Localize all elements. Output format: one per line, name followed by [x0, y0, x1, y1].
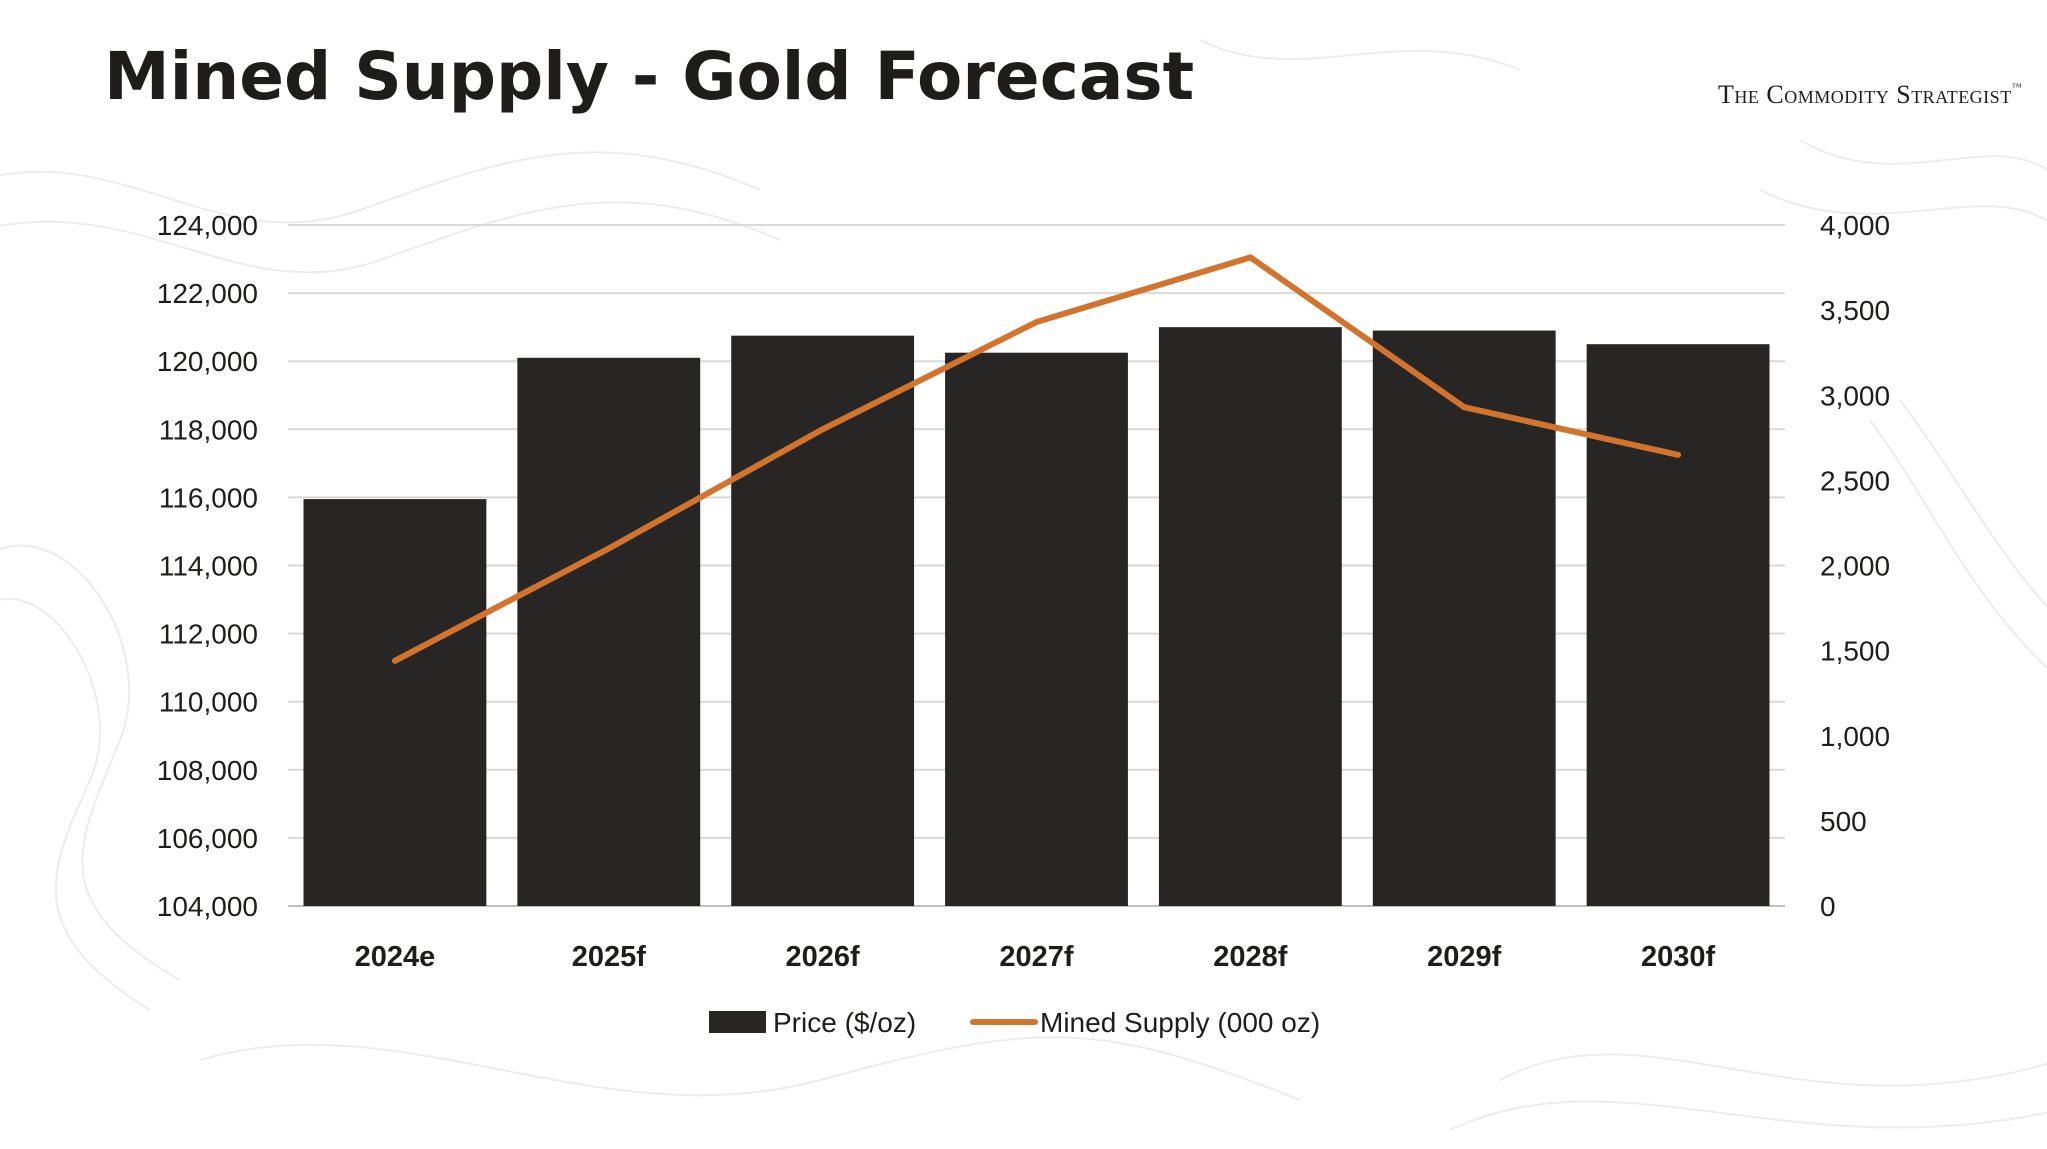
legend-label-price: Price ($/oz): [773, 1007, 916, 1038]
x-tick-label: 2027f: [999, 941, 1074, 973]
page-title: Mined Supply - Gold Forecast: [104, 38, 1195, 115]
y-left-tick-label: 120,000: [157, 346, 258, 377]
y-right-tick-label: 3,500: [1820, 295, 1890, 326]
x-tick-label: 2025f: [572, 941, 647, 973]
x-tick-label: 2026f: [786, 941, 861, 973]
y-left-tick-label: 122,000: [157, 278, 258, 309]
x-tick-label: 2024e: [355, 941, 436, 973]
legend-label-mined-supply: Mined Supply (000 oz): [1040, 1007, 1320, 1038]
y-right-tick-label: 500: [1820, 806, 1867, 837]
y-right-tick-label: 2,500: [1820, 465, 1890, 496]
bar-price-2028f: [1158, 327, 1342, 906]
y-left-tick-label: 116,000: [159, 482, 258, 513]
y-left-tick-label: 104,000: [157, 891, 258, 922]
y-right-tick-label: 1,500: [1820, 636, 1890, 667]
y-left-tick-label: 114,000: [159, 551, 258, 582]
y-right-tick-label: 3,000: [1820, 380, 1890, 411]
y-left-tick-label: 124,000: [157, 210, 258, 241]
bar-price-2030f: [1586, 344, 1770, 906]
y-left-tick-label: 108,000: [157, 755, 258, 786]
legend-swatch-price: [709, 1011, 766, 1033]
y-left-tick-label: 118,000: [159, 414, 258, 445]
brand-logo: The Commodity Strategist™: [1718, 80, 2022, 110]
brand-trademark: ™: [2011, 82, 2022, 93]
bar-price-2026f: [731, 335, 915, 907]
x-tick-label: 2030f: [1641, 941, 1716, 973]
y-right-tick-label: 1,000: [1820, 721, 1890, 752]
bar-price-2025f: [517, 357, 701, 906]
y-right-tick-label: 0: [1820, 891, 1836, 922]
x-tick-label: 2029f: [1427, 941, 1502, 973]
bar-price-2027f: [945, 352, 1128, 906]
y-left-tick-label: 106,000: [157, 823, 258, 854]
x-tick-label: 2028f: [1213, 941, 1288, 973]
y-left-tick-label: 112,000: [159, 619, 258, 650]
brand-name: The Commodity Strategist: [1718, 80, 2012, 109]
y-right-tick-label: 2,000: [1820, 551, 1890, 582]
y-right-tick-label: 4,000: [1820, 210, 1890, 241]
bar-price-2029f: [1372, 330, 1556, 906]
y-left-tick-label: 110,000: [159, 687, 258, 718]
bar-price-2024e: [303, 499, 487, 906]
